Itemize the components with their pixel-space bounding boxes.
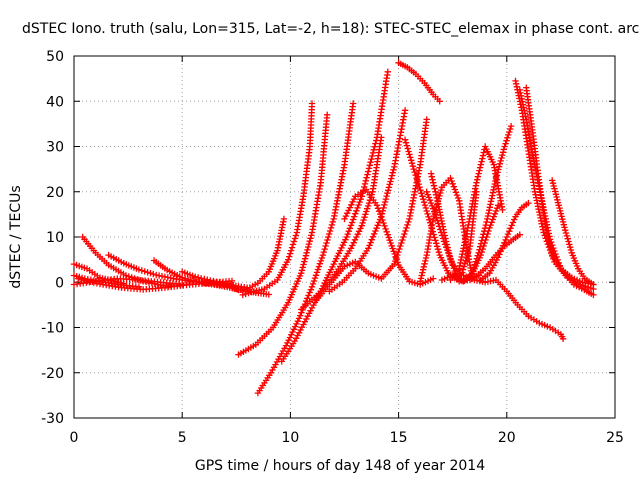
arc-series: [341, 186, 437, 288]
x-tick-label: 25: [606, 430, 624, 446]
y-axis-label: dSTEC / TECUs: [8, 185, 24, 288]
y-tick-label: 20: [46, 185, 64, 201]
y-tick-label: -10: [41, 321, 64, 337]
arc-series: [313, 116, 430, 304]
arc-markers: [278, 68, 391, 365]
arc-series: [79, 233, 175, 290]
x-axis-label: GPS time / hours of day 148 of year 2014: [195, 458, 485, 474]
y-tick-label: 40: [46, 94, 64, 110]
chart-title: dSTEC Iono. truth (salu, Lon=315, Lat=-2…: [22, 21, 640, 37]
x-tick-label: 5: [178, 430, 187, 446]
arc-markers: [417, 175, 476, 285]
arc-series: [239, 100, 316, 299]
arc-series: [222, 215, 288, 294]
arc-series: [549, 177, 597, 288]
arc-markers: [235, 111, 331, 358]
y-tick-label: -20: [41, 366, 64, 382]
arc-markers: [79, 233, 175, 290]
arc-series: [235, 111, 331, 358]
data-marks: [70, 59, 597, 397]
x-tick-label: 10: [281, 430, 299, 446]
arc-markers: [549, 177, 597, 288]
axis-ticks: 0 5 10 15 20 25 -30 -20 -10 0 10 20 30 40 50: [41, 49, 624, 446]
y-tick-label: -30: [41, 411, 64, 427]
arc-markers: [471, 231, 523, 281]
arc-markers: [239, 100, 316, 299]
arc-markers: [222, 215, 288, 294]
x-tick-label: 20: [498, 430, 516, 446]
arc-series: [395, 59, 443, 105]
arc-series: [523, 84, 597, 288]
arc-markers: [341, 186, 437, 288]
arc-markers: [523, 84, 597, 288]
y-tick-label: 10: [46, 230, 64, 246]
y-tick-label: 30: [46, 140, 64, 156]
arc-series: [471, 231, 523, 281]
y-tick-label: 0: [55, 275, 64, 291]
arc-markers: [313, 116, 430, 304]
x-tick-label: 0: [70, 430, 79, 446]
arc-series: [278, 68, 391, 365]
arc-series: [438, 272, 567, 342]
arc-markers: [447, 143, 506, 284]
y-tick-label: 50: [46, 49, 64, 65]
x-tick-label: 15: [390, 430, 408, 446]
arc-markers: [395, 59, 443, 105]
arc-series: [417, 175, 476, 285]
arc-series: [447, 143, 506, 284]
arc-markers: [438, 272, 567, 342]
